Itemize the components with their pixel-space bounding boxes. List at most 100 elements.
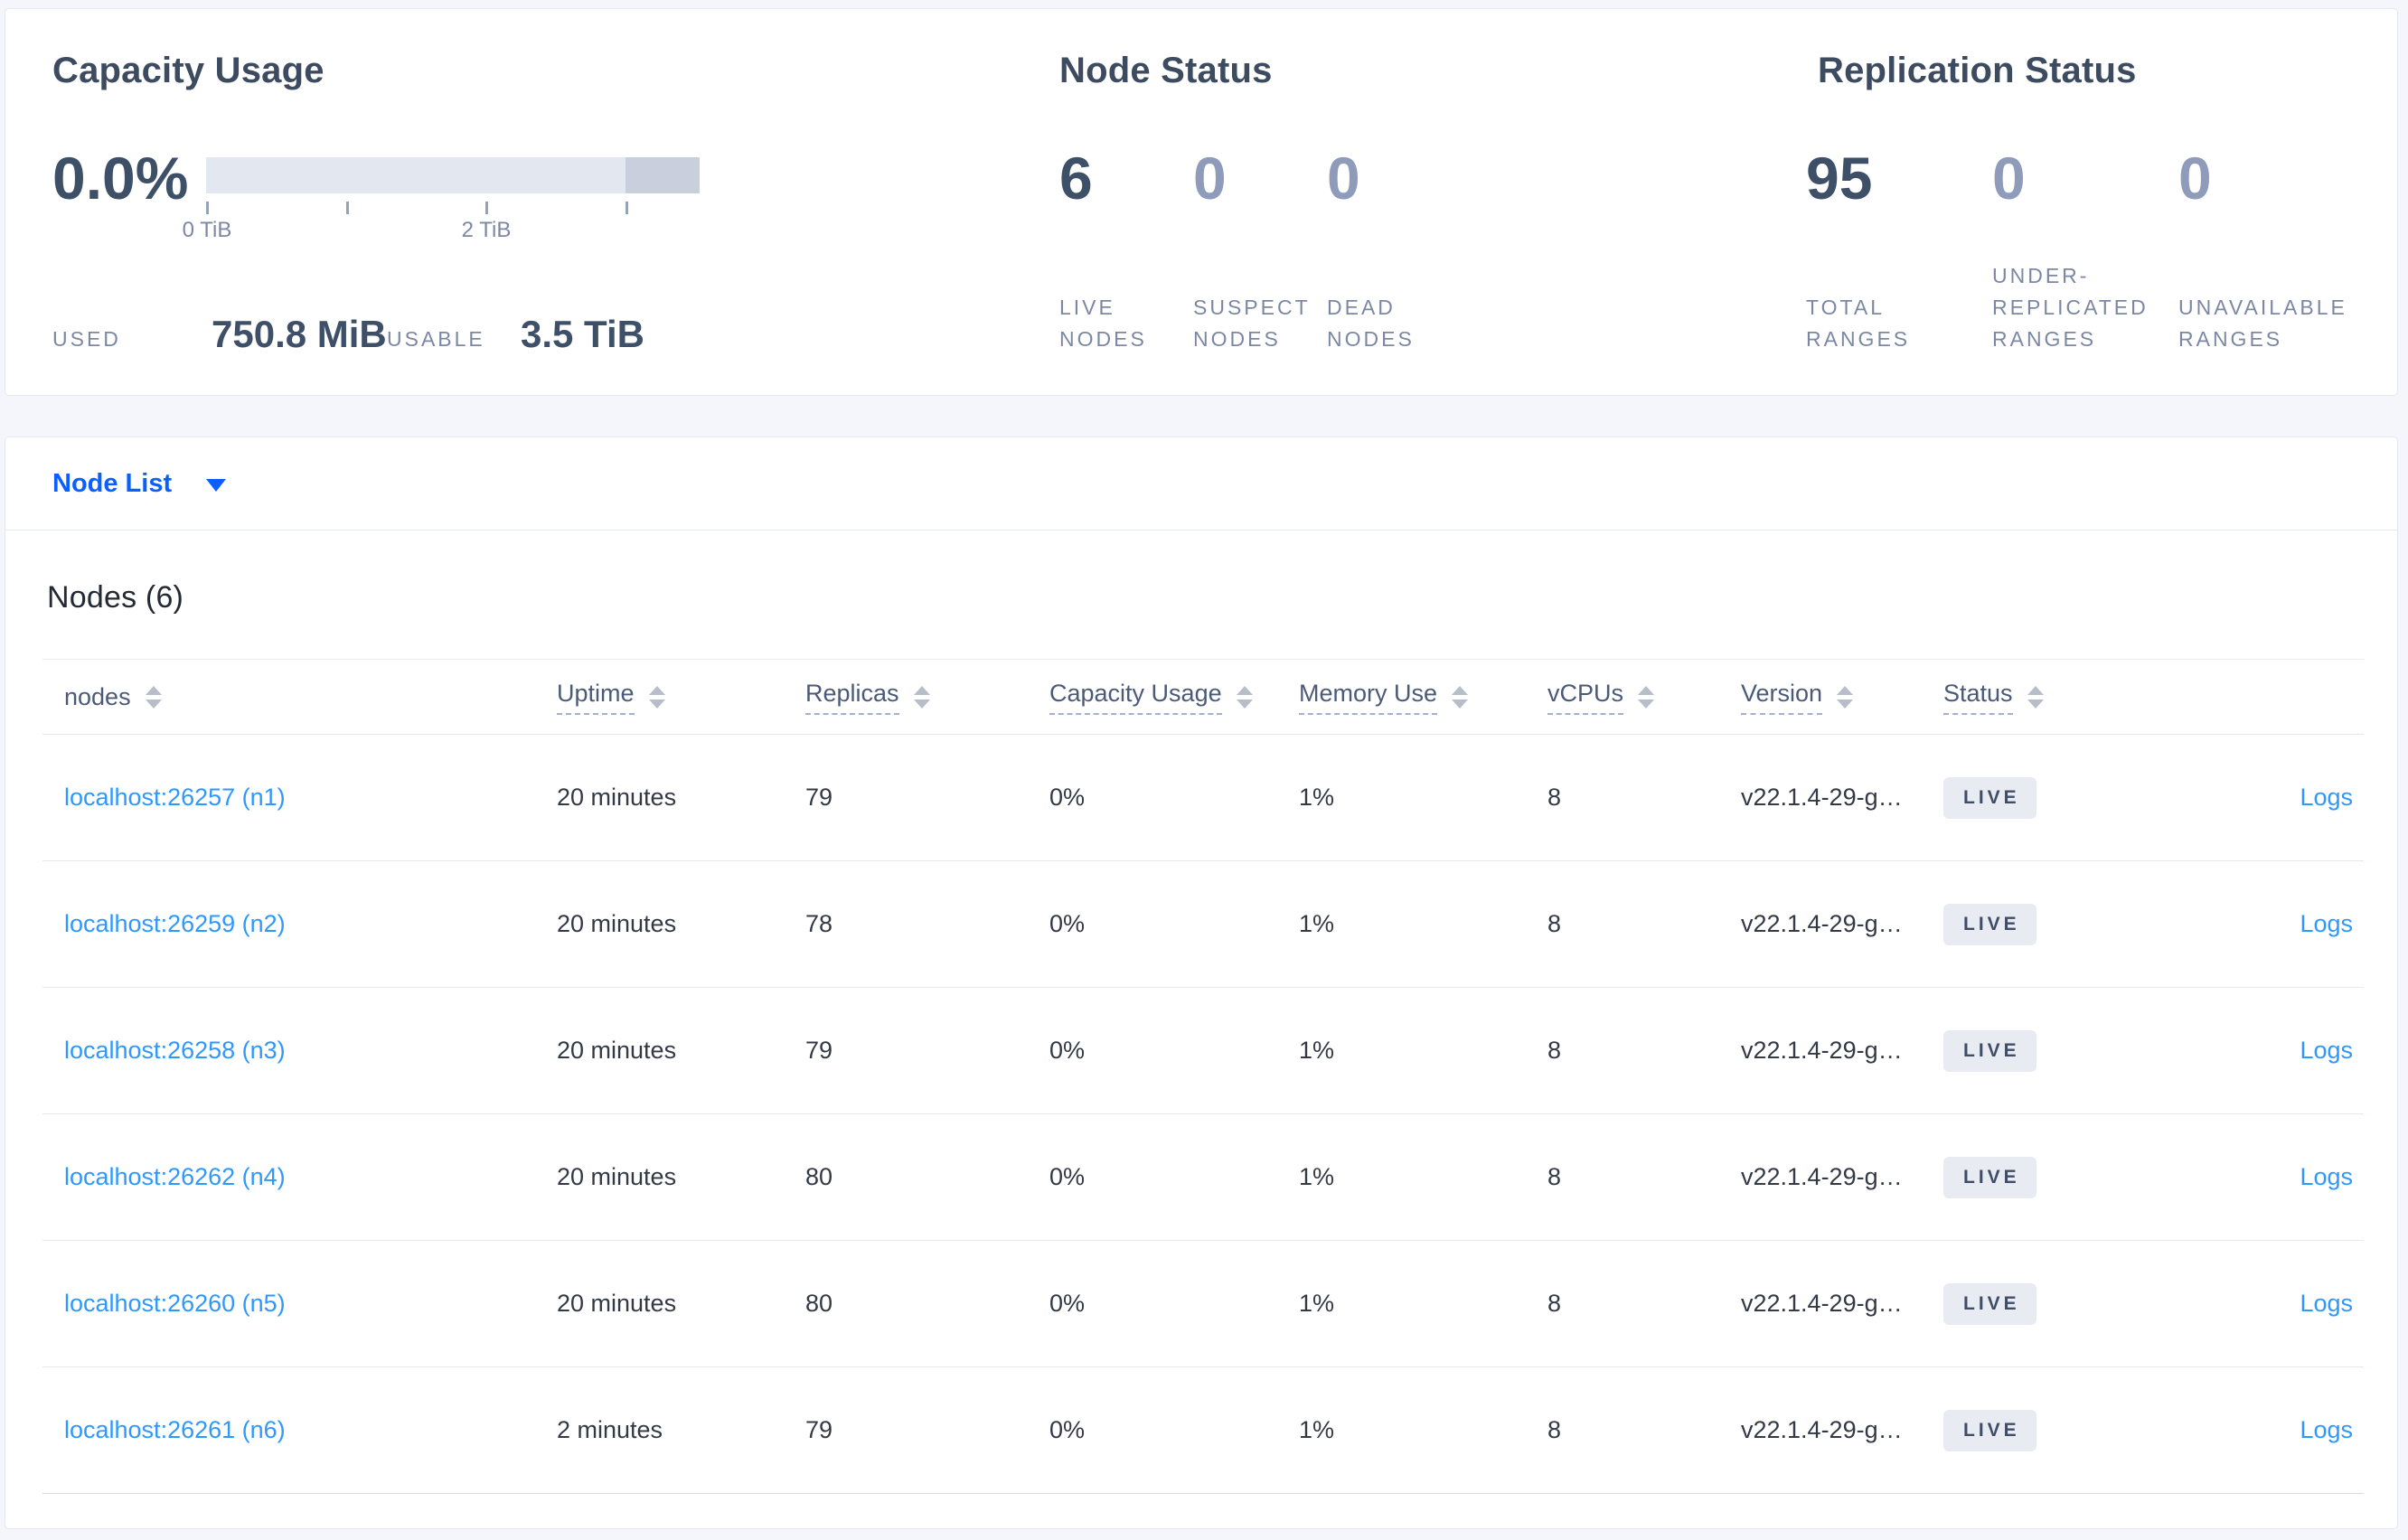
node-status-stat: 0 DEAD NODES [1327, 148, 1461, 355]
sort-icon[interactable] [648, 685, 665, 709]
node-link[interactable]: localhost:26262 (n4) [64, 1163, 286, 1190]
node-cell: localhost:26260 (n5) [64, 1241, 286, 1366]
table-row: localhost:26261 (n6) 2 minutes 79 0% 1% … [42, 1367, 2364, 1494]
replicas-cell: 79 [805, 1037, 833, 1064]
vcpus-cell: 8 [1547, 1416, 1562, 1443]
node-status-stats: 6 LIVE NODES 0 SUSPECT NODES 0 DEAD NODE… [1059, 148, 1461, 355]
uptime-cell: 20 minutes [557, 1290, 677, 1317]
table-row: localhost:26260 (n5) 20 minutes 80 0% 1%… [42, 1241, 2364, 1367]
capacity-usage-bar-segment [626, 157, 700, 193]
logs-link[interactable]: Logs [2300, 910, 2353, 937]
node-link[interactable]: localhost:26261 (n6) [64, 1416, 286, 1443]
column-header-status[interactable]: Status [1943, 660, 2044, 734]
sort-icon[interactable] [913, 685, 930, 709]
column-header-version[interactable]: Version [1741, 660, 1854, 734]
stat-value: 0 [1992, 145, 2026, 211]
column-header-vcpus[interactable]: vCPUs [1547, 660, 1655, 734]
status-cell: LIVE [1943, 735, 2036, 860]
sort-icon[interactable] [1638, 685, 1655, 709]
replicas-cell: 79 [805, 1416, 833, 1443]
capacity-usage-title: Capacity Usage [52, 51, 325, 90]
stat-value: 0 [1327, 145, 1360, 211]
column-header-capacity-usage[interactable]: Capacity Usage [1049, 660, 1253, 734]
status-cell: LIVE [1943, 861, 2036, 987]
logs-cell: Logs [2300, 735, 2353, 860]
node-link[interactable]: localhost:26258 (n3) [64, 1037, 286, 1064]
table-header-row: nodes Uptime Replicas Capacity Usage Mem… [42, 659, 2364, 735]
sort-icon[interactable] [145, 685, 162, 709]
status-cell: LIVE [1943, 988, 2036, 1113]
logs-link[interactable]: Logs [2300, 784, 2353, 811]
column-header-replicas[interactable]: Replicas [805, 660, 930, 734]
stat-value: 95 [1806, 145, 1873, 211]
nodes-table-title: Nodes (6) [47, 580, 184, 615]
used-label: USED [52, 327, 121, 351]
node-link[interactable]: localhost:26259 (n2) [64, 910, 286, 937]
logs-cell: Logs [2300, 1367, 2353, 1493]
sort-icon[interactable] [1837, 685, 1854, 709]
node-cell: localhost:26261 (n6) [64, 1367, 286, 1493]
table-row: localhost:26259 (n2) 20 minutes 78 0% 1%… [42, 861, 2364, 988]
logs-link[interactable]: Logs [2300, 1037, 2353, 1064]
node-status-title: Node Status [1059, 51, 1273, 90]
stat-label: TOTAL RANGES [1806, 296, 1911, 351]
stat-label: SUSPECT NODES [1193, 296, 1311, 351]
uptime-cell: 2 minutes [557, 1416, 663, 1443]
column-header-nodes[interactable]: nodes [64, 660, 162, 734]
capacity-used-percent: 0.0% [52, 145, 189, 211]
status-badge: LIVE [1943, 776, 2036, 819]
stat-label: LIVE NODES [1059, 296, 1147, 351]
node-status-stat: 6 LIVE NODES [1059, 148, 1193, 355]
uptime-cell: 20 minutes [557, 1037, 677, 1064]
replicas-cell: 79 [805, 784, 833, 811]
axis-tick-label: 0 TiB [182, 218, 232, 242]
logs-cell: Logs [2300, 1241, 2353, 1366]
version-cell: v22.1.4-29-g… [1741, 1416, 1903, 1443]
capacity-usage-bar [206, 157, 700, 193]
table-row: localhost:26258 (n3) 20 minutes 79 0% 1%… [42, 988, 2364, 1114]
vcpus-cell: 8 [1547, 1163, 1562, 1190]
capacity-usage-cell: 0% [1049, 1290, 1086, 1317]
memory-use-cell: 1% [1299, 1163, 1335, 1190]
stat-value: 0 [2178, 145, 2212, 211]
logs-cell: Logs [2300, 861, 2353, 987]
replication-stat: 0 UNDER-REPLICATED RANGES [1992, 148, 2178, 355]
node-list-bar: Node List [5, 437, 2397, 531]
memory-use-cell: 1% [1299, 1290, 1335, 1317]
logs-link[interactable]: Logs [2300, 1290, 2353, 1317]
sort-icon[interactable] [1452, 685, 1469, 709]
axis-tick-label: 2 TiB [461, 218, 512, 242]
column-header-uptime[interactable]: Uptime [557, 660, 665, 734]
usable-label: USABLE [387, 327, 485, 351]
uptime-cell: 20 minutes [557, 910, 677, 937]
node-list-dropdown[interactable]: Node List [52, 469, 227, 499]
capacity-usage-cell: 0% [1049, 784, 1086, 811]
replication-stat: 0 UNAVAILABLE RANGES [2178, 148, 2365, 355]
vcpus-cell: 8 [1547, 910, 1562, 937]
node-cell: localhost:26259 (n2) [64, 861, 286, 987]
memory-use-cell: 1% [1299, 784, 1335, 811]
logs-link[interactable]: Logs [2300, 1163, 2353, 1190]
status-badge: LIVE [1943, 903, 2036, 945]
node-link[interactable]: localhost:26260 (n5) [64, 1290, 286, 1317]
status-badge: LIVE [1943, 1156, 2036, 1198]
capacity-usage-cell: 0% [1049, 1163, 1086, 1190]
sort-icon[interactable] [1236, 685, 1253, 709]
sort-icon[interactable] [2027, 685, 2044, 709]
replication-stat: 95 TOTAL RANGES [1806, 148, 1992, 355]
logs-link[interactable]: Logs [2300, 1416, 2353, 1443]
stat-label: UNAVAILABLE RANGES [2178, 296, 2347, 351]
memory-use-cell: 1% [1299, 1037, 1335, 1064]
vcpus-cell: 8 [1547, 1037, 1562, 1064]
node-link[interactable]: localhost:26257 (n1) [64, 784, 286, 811]
memory-use-cell: 1% [1299, 910, 1335, 937]
node-list-card: Node List Nodes (6) nodes Uptime Replica… [5, 437, 2398, 1529]
status-cell: LIVE [1943, 1114, 2036, 1240]
column-header-memory-use[interactable]: Memory Use [1299, 660, 1469, 734]
stat-value: 0 [1193, 145, 1227, 211]
logs-cell: Logs [2300, 988, 2353, 1113]
replication-status-stats: 95 TOTAL RANGES 0 UNDER-REPLICATED RANGE… [1806, 148, 2365, 355]
capacity-usage-cell: 0% [1049, 1037, 1086, 1064]
table-row: localhost:26257 (n1) 20 minutes 79 0% 1%… [42, 735, 2364, 861]
vcpus-cell: 8 [1547, 784, 1562, 811]
